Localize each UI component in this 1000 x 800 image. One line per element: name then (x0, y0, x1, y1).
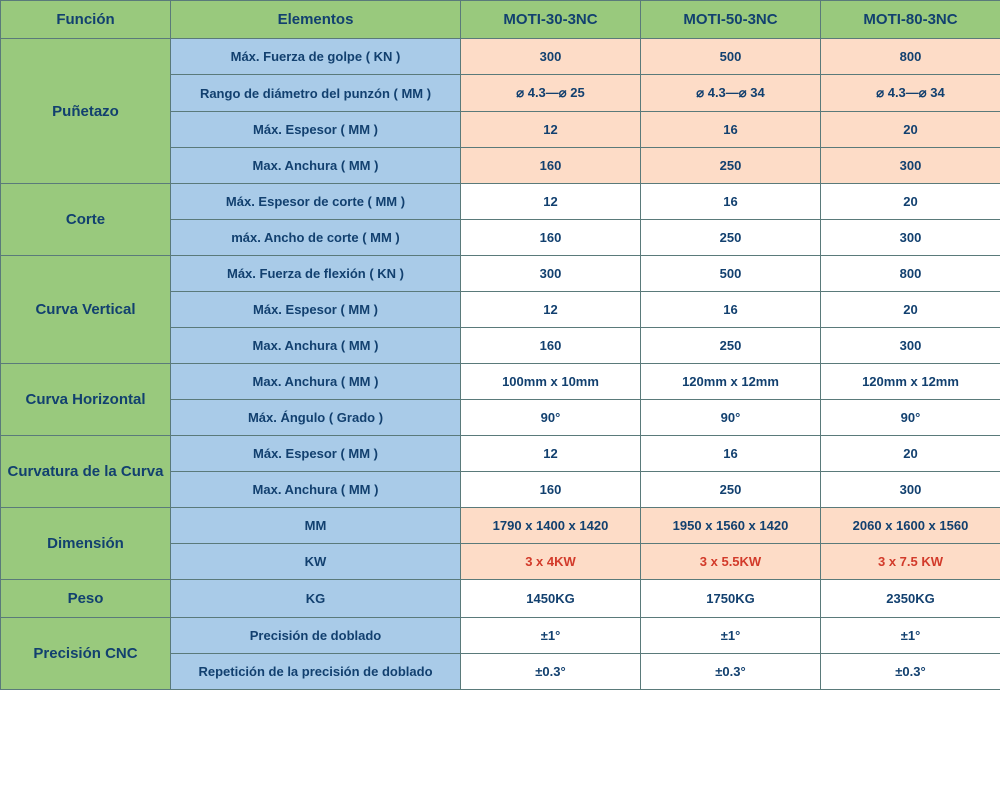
value-cell: 250 (641, 328, 821, 364)
header-row: Función Elementos MOTI-30-3NC MOTI-50-3N… (1, 1, 1000, 39)
value-cell: 1950 x 1560 x 1420 (641, 508, 821, 544)
table-row: Precisión CNCPrecisión de doblado±1°±1°±… (1, 618, 1000, 654)
value-cell: 250 (641, 472, 821, 508)
value-cell: 160 (461, 220, 641, 256)
value-cell: 12 (461, 112, 641, 148)
function-cell: Precisión CNC (1, 618, 171, 690)
element-cell: KG (171, 580, 461, 618)
element-cell: MM (171, 508, 461, 544)
value-cell: 3 x 5.5KW (641, 544, 821, 580)
table-row: Curva HorizontalMax. Anchura ( MM )100mm… (1, 364, 1000, 400)
element-cell: Máx. Espesor ( MM ) (171, 112, 461, 148)
value-cell: 20 (821, 112, 1000, 148)
value-cell: 12 (461, 436, 641, 472)
value-cell: ⌀ 4.3—⌀ 25 (461, 75, 641, 112)
function-cell: Curva Horizontal (1, 364, 171, 436)
value-cell: 300 (461, 256, 641, 292)
value-cell: 800 (821, 39, 1000, 75)
value-cell: 300 (821, 328, 1000, 364)
element-cell: máx. Ancho de corte ( MM ) (171, 220, 461, 256)
value-cell: 3 x 7.5 KW (821, 544, 1000, 580)
value-cell: 100mm x 10mm (461, 364, 641, 400)
element-cell: Repetición de la precisión de doblado (171, 654, 461, 690)
element-cell: Precisión de doblado (171, 618, 461, 654)
value-cell: 20 (821, 184, 1000, 220)
value-cell: 16 (641, 436, 821, 472)
value-cell: 1750KG (641, 580, 821, 618)
value-cell: 500 (641, 256, 821, 292)
value-cell: ±0.3° (641, 654, 821, 690)
value-cell: 1450KG (461, 580, 641, 618)
value-cell: 250 (641, 148, 821, 184)
element-cell: Max. Anchura ( MM ) (171, 148, 461, 184)
value-cell: 12 (461, 292, 641, 328)
value-cell: 160 (461, 472, 641, 508)
value-cell: 300 (461, 39, 641, 75)
value-cell: ±1° (461, 618, 641, 654)
hdr-elementos: Elementos (171, 1, 461, 39)
value-cell: 90° (641, 400, 821, 436)
function-cell: Puñetazo (1, 39, 171, 184)
function-cell: Corte (1, 184, 171, 256)
function-cell: Dimensión (1, 508, 171, 580)
hdr-m80: MOTI-80-3NC (821, 1, 1000, 39)
value-cell: 500 (641, 39, 821, 75)
value-cell: 160 (461, 148, 641, 184)
element-cell: Max. Anchura ( MM ) (171, 472, 461, 508)
value-cell: ⌀ 4.3—⌀ 34 (641, 75, 821, 112)
value-cell: 300 (821, 472, 1000, 508)
table-row: Curvatura de la CurvaMáx. Espesor ( MM )… (1, 436, 1000, 472)
value-cell: 90° (821, 400, 1000, 436)
hdr-funcion: Función (1, 1, 171, 39)
value-cell: 12 (461, 184, 641, 220)
value-cell: 16 (641, 184, 821, 220)
value-cell: 800 (821, 256, 1000, 292)
table-row: Curva VerticalMáx. Fuerza de flexión ( K… (1, 256, 1000, 292)
function-cell: Curva Vertical (1, 256, 171, 364)
element-cell: Máx. Espesor ( MM ) (171, 436, 461, 472)
value-cell: ±0.3° (461, 654, 641, 690)
value-cell: 120mm x 12mm (641, 364, 821, 400)
element-cell: Máx. Espesor de corte ( MM ) (171, 184, 461, 220)
hdr-m50: MOTI-50-3NC (641, 1, 821, 39)
value-cell: 90° (461, 400, 641, 436)
value-cell: 2060 x 1600 x 1560 (821, 508, 1000, 544)
value-cell: 1790 x 1400 x 1420 (461, 508, 641, 544)
value-cell: 250 (641, 220, 821, 256)
table-row: PesoKG1450KG1750KG2350KG (1, 580, 1000, 618)
value-cell: 160 (461, 328, 641, 364)
element-cell: Máx. Fuerza de golpe ( KN ) (171, 39, 461, 75)
table-row: DimensiónMM1790 x 1400 x 14201950 x 1560… (1, 508, 1000, 544)
element-cell: Max. Anchura ( MM ) (171, 328, 461, 364)
value-cell: 20 (821, 292, 1000, 328)
element-cell: Máx. Espesor ( MM ) (171, 292, 461, 328)
function-cell: Peso (1, 580, 171, 618)
table-row: PuñetazoMáx. Fuerza de golpe ( KN )30050… (1, 39, 1000, 75)
value-cell: 16 (641, 112, 821, 148)
value-cell: 300 (821, 148, 1000, 184)
value-cell: 120mm x 12mm (821, 364, 1000, 400)
table-body: PuñetazoMáx. Fuerza de golpe ( KN )30050… (1, 39, 1000, 690)
value-cell: ⌀ 4.3—⌀ 34 (821, 75, 1000, 112)
element-cell: KW (171, 544, 461, 580)
value-cell: 20 (821, 436, 1000, 472)
value-cell: 2350KG (821, 580, 1000, 618)
element-cell: Max. Anchura ( MM ) (171, 364, 461, 400)
spec-table: Función Elementos MOTI-30-3NC MOTI-50-3N… (0, 0, 1000, 690)
value-cell: 300 (821, 220, 1000, 256)
hdr-m30: MOTI-30-3NC (461, 1, 641, 39)
element-cell: Máx. Fuerza de flexión ( KN ) (171, 256, 461, 292)
value-cell: ±0.3° (821, 654, 1000, 690)
element-cell: Máx. Ángulo ( Grado ) (171, 400, 461, 436)
value-cell: ±1° (641, 618, 821, 654)
function-cell: Curvatura de la Curva (1, 436, 171, 508)
element-cell: Rango de diámetro del punzón ( MM ) (171, 75, 461, 112)
value-cell: 16 (641, 292, 821, 328)
table-row: CorteMáx. Espesor de corte ( MM )121620 (1, 184, 1000, 220)
value-cell: 3 x 4KW (461, 544, 641, 580)
value-cell: ±1° (821, 618, 1000, 654)
